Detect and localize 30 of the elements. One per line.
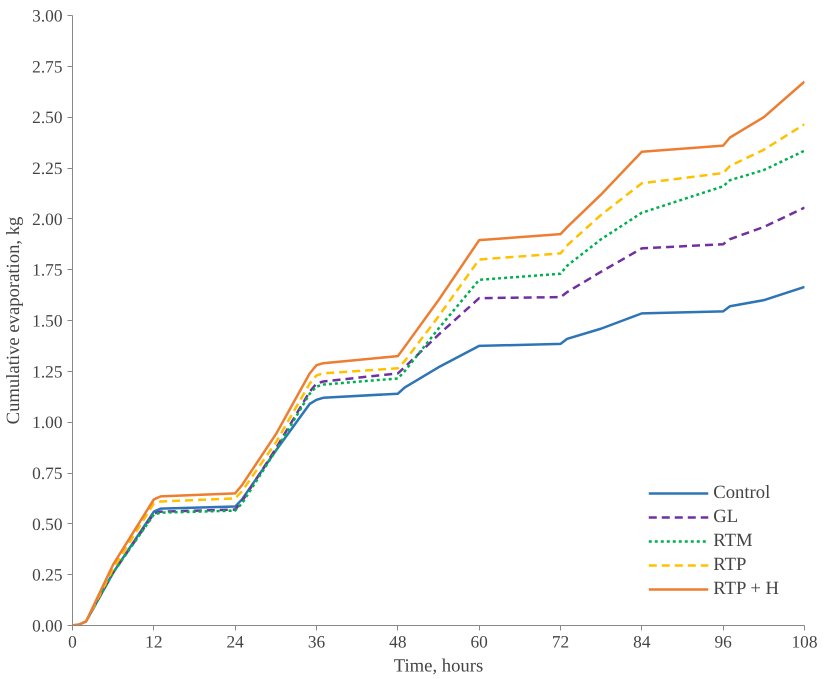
x-tick-label: 84	[633, 632, 651, 652]
y-tick-label: 0.50	[32, 514, 63, 534]
y-tick-label: 0.75	[32, 464, 63, 483]
y-tick-label: 1.25	[32, 362, 63, 382]
legend-label: Control	[713, 482, 770, 504]
y-tick-label: 2.50	[32, 108, 63, 128]
x-tick-label: 12	[145, 632, 162, 652]
x-tick-label: 0	[68, 632, 77, 652]
legend-label: GL	[713, 506, 738, 528]
y-tick-label: 1.50	[32, 312, 63, 330]
x-tick-label: 24	[226, 632, 244, 652]
x-tick-label: 96	[714, 632, 732, 652]
y-tick-label: 3.00	[32, 6, 63, 26]
legend-label: RTP	[713, 554, 746, 576]
x-tick-label: 36	[308, 632, 326, 652]
y-tick-label: 2.00	[32, 210, 63, 229]
legend-label: RTP + H	[713, 578, 779, 600]
y-axis-title: Cumulative evaporation, kg	[3, 216, 24, 424]
x-tick-label: 108	[792, 632, 818, 652]
x-tick-label: 60	[470, 632, 488, 652]
y-tick-label: 2.75	[32, 57, 63, 76]
x-tick-label: 72	[552, 632, 570, 652]
x-axis-title: Time, hours	[394, 656, 484, 676]
y-tick-label: 1.00	[32, 413, 63, 432]
legend-label: RTM	[713, 530, 753, 552]
y-tick-label: 0.25	[32, 566, 63, 585]
x-tick-label: 48	[389, 632, 406, 652]
y-tick-label: 2.25	[32, 159, 63, 178]
y-tick-label: 1.75	[32, 260, 63, 280]
y-tick-label: 0.00	[32, 616, 63, 636]
